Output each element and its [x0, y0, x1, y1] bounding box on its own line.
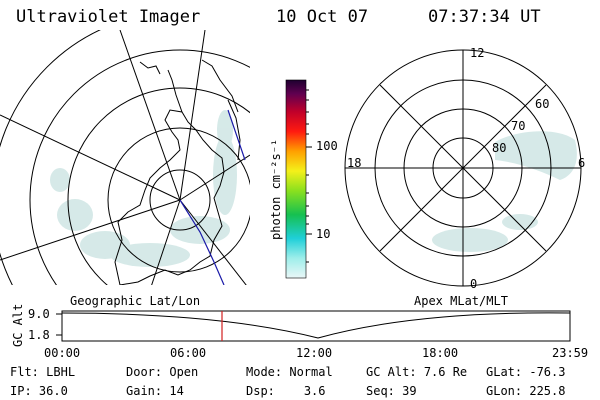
mlat-label-70: 70	[511, 119, 526, 133]
apex-dial	[344, 49, 582, 287]
mlt-label-6: 6	[578, 156, 586, 170]
info-gc-alt: GC Alt: 7.6 Re	[366, 365, 468, 379]
aurora-emission-left	[50, 110, 237, 267]
info-ip: IP: 36.0	[10, 384, 68, 398]
altitude-ylabel: GC Alt	[11, 303, 25, 347]
info-glat: GLat: -76.3	[486, 365, 566, 379]
altitude-xtick: 06:00	[170, 346, 207, 360]
mlt-label-18: 18	[347, 156, 362, 170]
satellite-track-upper	[227, 109, 246, 161]
mlt-label-12: 12	[470, 46, 485, 60]
left-panel-title: Geographic Lat/Lon	[70, 294, 201, 308]
altitude-ytick: 1.8	[28, 328, 50, 342]
info-mode: Mode: Normal	[246, 365, 333, 379]
info-glon: GLon: 225.8	[486, 384, 566, 398]
altitude-xtick: 18:00	[422, 346, 459, 360]
mlat-label-80: 80	[492, 141, 507, 155]
right-panel-title: Apex MLat/MLT	[414, 294, 508, 308]
mlat-label-60: 60	[535, 97, 550, 111]
colorbar-unit-label: photon cm⁻²s⁻¹	[269, 138, 283, 240]
colorbar-ticks	[306, 89, 312, 263]
geographic-map	[0, 30, 250, 285]
altitude-ytick: 9.0	[28, 307, 50, 321]
altitude-xtick: 00:00	[44, 346, 81, 360]
altitude-curve	[61, 312, 571, 339]
info-flt: Flt: LBHL	[10, 365, 76, 379]
altitude-plot	[56, 310, 571, 342]
altitude-xtick: 12:00	[296, 346, 333, 360]
mlt-label-0: 0	[470, 277, 478, 291]
instrument-title: Ultraviolet Imager	[16, 7, 201, 27]
info-seq: Seq: 39	[366, 384, 417, 398]
time-label: 07:37:34 UT	[428, 7, 541, 27]
intensity-colorbar	[286, 80, 306, 278]
colorbar-tick-label: 100	[316, 139, 338, 153]
colorbar-tick-label: 10	[316, 227, 331, 241]
altitude-xtick: 23:59	[552, 346, 589, 360]
date-label: 10 Oct 07	[276, 7, 369, 27]
info-gain: Gain: 14	[126, 384, 184, 398]
info-dsp: Dsp: 3.6	[246, 384, 326, 398]
satellite-track-line	[179, 199, 225, 285]
info-door: Door: Open	[126, 365, 199, 379]
